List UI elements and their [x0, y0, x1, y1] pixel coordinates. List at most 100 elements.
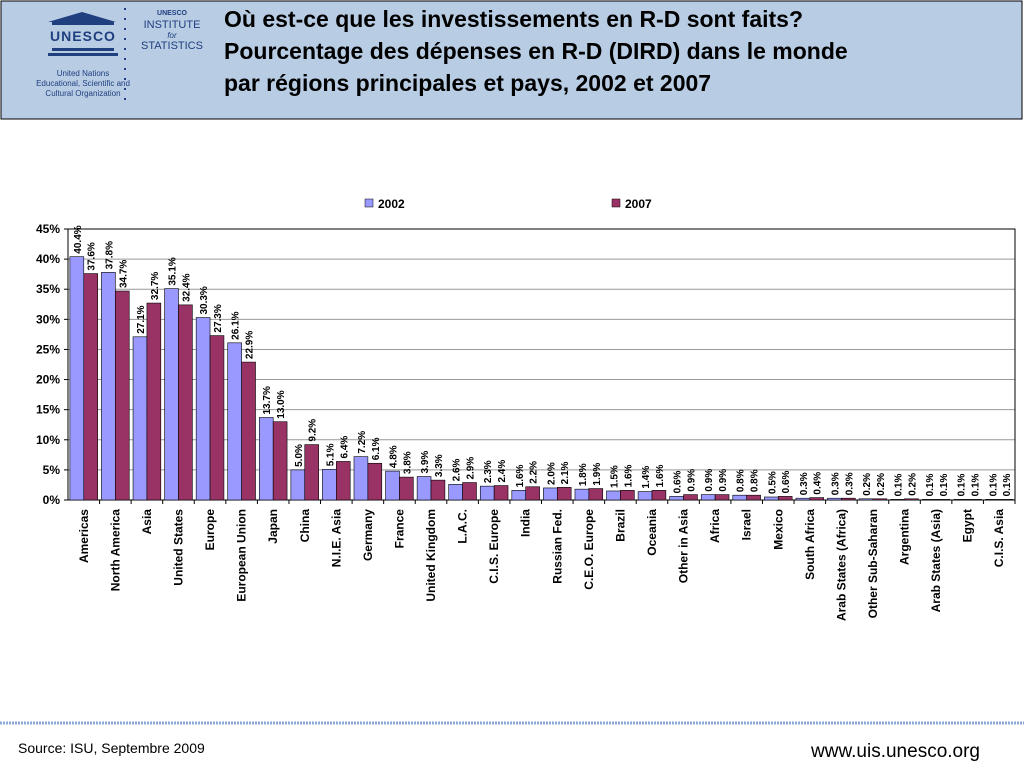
- logo-institute: INSTITUTE: [144, 19, 201, 31]
- bar: [841, 497, 856, 501]
- title-line: par régions principales et pays, 2002 et…: [224, 70, 711, 96]
- bar: [543, 487, 558, 501]
- footer-url: www.uis.unesco.org: [810, 741, 980, 762]
- x-tick-label: Argentina: [898, 509, 912, 565]
- x-tick-label: Japan: [266, 509, 280, 544]
- y-tick-label: 30%: [36, 312, 60, 326]
- bar: [367, 462, 383, 501]
- y-tick-label: 35%: [36, 282, 60, 296]
- bar: [448, 484, 463, 501]
- bar: [416, 476, 432, 501]
- value-label: 9.2%: [308, 419, 319, 442]
- value-label: 26.1%: [231, 311, 242, 339]
- bar: [985, 499, 1000, 501]
- bar: [764, 496, 779, 501]
- value-label: 37.8%: [104, 241, 115, 269]
- logo-lintel: [52, 22, 114, 25]
- bar: [430, 479, 446, 501]
- y-tick-label: 10%: [36, 433, 60, 447]
- x-tick-label: Other in Asia: [677, 509, 691, 584]
- value-label: 0.1%: [939, 473, 950, 496]
- x-tick-label: United Kingdom: [424, 509, 438, 602]
- bar: [574, 488, 590, 501]
- bar: [858, 498, 874, 501]
- bar: [101, 272, 116, 501]
- x-tick-label: European Union: [235, 509, 249, 602]
- value-label: 0.5%: [767, 471, 778, 494]
- value-label: 3.8%: [402, 451, 413, 474]
- bar: [69, 256, 85, 501]
- value-label: 37.6%: [87, 242, 98, 270]
- x-tick-label: Asia: [140, 509, 154, 535]
- bar: [921, 499, 937, 501]
- value-label: 5.0%: [294, 444, 305, 467]
- bar: [967, 499, 982, 501]
- value-label: 40.4%: [73, 225, 84, 253]
- bar: [353, 456, 369, 501]
- bar: [904, 498, 919, 501]
- bar: [777, 496, 793, 501]
- bar: [683, 494, 698, 501]
- bar: [304, 444, 319, 501]
- bar: [241, 361, 256, 501]
- bar: [83, 273, 98, 501]
- logo: UNESCO United Nations Educational, Scien…: [8, 8, 203, 108]
- value-label: 0.6%: [781, 470, 792, 493]
- bar: [998, 499, 1014, 501]
- x-tick-label: Europe: [203, 509, 217, 551]
- value-label: 0.1%: [1002, 473, 1013, 496]
- x-tick-label: North America: [108, 509, 122, 592]
- x-tick-label: L.A.C.: [456, 509, 470, 544]
- legend-label: 2002: [378, 197, 405, 211]
- header-band: [0, 0, 1023, 120]
- logo-org-name: Educational, Scientific and: [36, 79, 130, 88]
- bar: [556, 487, 572, 501]
- value-label: 0.3%: [830, 472, 841, 495]
- value-label: 4.8%: [389, 445, 400, 468]
- value-label: 2.3%: [483, 460, 494, 483]
- bar: [795, 497, 811, 501]
- bar: [935, 499, 951, 501]
- logo-roof: [48, 12, 116, 22]
- value-label: 2.6%: [452, 458, 463, 481]
- title-line: Où est-ce que les investissements en R-D…: [224, 6, 803, 32]
- bar: [132, 336, 148, 501]
- logo-step: [48, 53, 118, 56]
- x-tick-label: Germany: [361, 509, 375, 561]
- value-label: 0.3%: [844, 472, 855, 495]
- y-tick-label: 15%: [36, 403, 60, 417]
- bar: [588, 488, 604, 501]
- legend-label: 2007: [625, 197, 652, 211]
- plot: 0% 5% 10% 15% 20% 25% 30% 35% 40% 45% 2002 2007 40.4…: [36, 197, 1016, 621]
- value-label: 0.2%: [907, 473, 918, 496]
- x-tick-label: Egypt: [961, 509, 975, 542]
- y-tick-label: 45%: [36, 222, 60, 236]
- bar: [258, 417, 274, 501]
- logo-institute: for: [167, 31, 177, 40]
- x-tick-label: C.I.S. Europe: [487, 509, 501, 584]
- x-tick-label: Africa: [708, 509, 722, 543]
- bar: [511, 490, 527, 501]
- x-tick-label: South Africa: [803, 509, 817, 580]
- value-label: 30.3%: [199, 286, 210, 314]
- source: Source: ISU, Septembre 2009: [18, 740, 205, 756]
- x-tick-label: Russian Fed.: [550, 509, 564, 584]
- bar: [399, 476, 414, 501]
- bar: [227, 342, 242, 501]
- value-label: 32.7%: [150, 272, 161, 300]
- value-label: 34.7%: [118, 260, 129, 288]
- value-label: 2.0%: [546, 462, 557, 485]
- value-label: 7.2%: [357, 431, 368, 454]
- value-label: 0.9%: [704, 469, 715, 492]
- bar: [479, 485, 495, 501]
- x-tick-label: France: [392, 509, 406, 549]
- value-label: 27.1%: [136, 305, 147, 333]
- bar: [336, 461, 351, 501]
- value-label: 5.1%: [325, 443, 336, 466]
- logo-org-name: United Nations: [57, 69, 109, 78]
- y-tick-label: 25%: [36, 342, 60, 356]
- value-label: 1.8%: [578, 463, 589, 486]
- value-label: 0.8%: [736, 469, 747, 492]
- bar: [493, 485, 509, 501]
